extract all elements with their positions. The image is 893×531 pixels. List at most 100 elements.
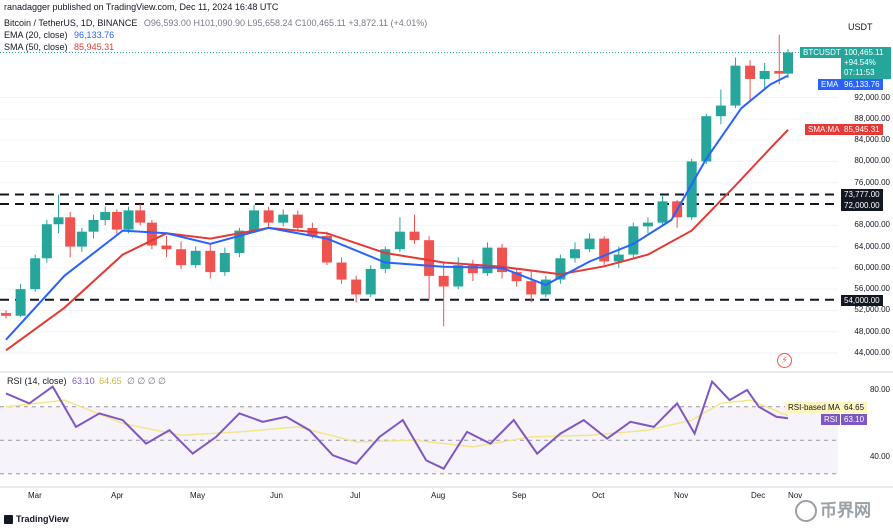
grid [0,97,838,354]
candle-body [438,275,449,287]
candle-body [15,289,26,316]
rsi-ma-line [5,399,789,448]
candle-body [453,265,464,287]
ema-tag-name: EMA [818,79,842,90]
rsi-tick-label: 40.00 [869,452,890,461]
candle-body [394,231,405,250]
sma-tag-value: 85,945.31 [841,124,883,135]
candle-body [219,252,230,273]
price-tick-label: 48,000.00 [854,326,890,336]
rsi-ma-legend-value: 64.65 [99,376,122,386]
candle-body [292,214,303,228]
rsi-tick-label: 80.00 [869,385,890,394]
candle-body [569,249,580,259]
sma-legend-label: SMA (50, close) [4,42,68,52]
price-tick-label: 68,000.00 [854,220,890,230]
last-price: 100,465.11 [844,48,884,57]
level-tag-72000: 72,000.00 [841,200,883,211]
candle-body [409,231,420,241]
candle-body [642,222,653,227]
candle-body [76,231,87,247]
price-tick-label: 88,000.00 [854,113,890,123]
price-symbol-tag: BTCUSDT [800,47,844,58]
candlesticks [1,34,793,327]
month-tick-label: Nov [674,491,689,500]
month-tick-label: Nov [788,491,803,500]
sma-legend[interactable]: SMA (50, close) 85,945.31 [4,42,114,52]
candle-body [100,211,111,220]
candle-body [584,238,595,250]
candle-body [774,70,785,74]
candle-body [730,65,741,106]
candle-body [336,262,347,280]
candle-body [249,210,260,231]
flash-event-icon[interactable]: ⚡ [777,353,792,368]
price-change-percent: +94.54% [844,58,876,67]
price-tick-label: 64,000.00 [854,241,890,251]
candle-body [599,238,610,262]
rsi-legend-value: 63.10 [72,376,95,386]
sma-50-line [5,129,789,352]
candle-body [321,235,332,263]
level-tag-73777: 73,777.00 [841,189,883,200]
candle-body [111,211,122,230]
ema-20-line [5,74,789,341]
candle-body [65,217,76,247]
ema-tag-value: 96,133.76 [841,79,883,90]
ema-legend[interactable]: EMA (20, close) 96,133.76 [4,30,114,40]
ema-legend-label: EMA (20, close) [4,30,68,40]
rsi-ma-tag-name: RSI-based MA [785,402,844,413]
symbol-title: Bitcoin / TetherUS, 1D, BINANCE O96,593.… [4,18,427,28]
candle-body [263,210,274,223]
brand-label: TradingView [16,514,69,524]
month-tick-label: May [190,491,206,500]
month-tick-label: Jul [350,491,361,500]
candle-body [351,279,362,295]
level-tag-54000: 54,000.00 [841,295,883,306]
candle-body [511,272,522,282]
candle-body [701,116,712,162]
month-tick-label: Mar [28,491,42,500]
price-tick-label: 56,000.00 [854,284,890,294]
price-tick-label: 84,000.00 [854,135,890,145]
bar-countdown: 07:11:53 [844,68,875,77]
rsi-legend[interactable]: RSI (14, close) 63.10 64.65 ∅ ∅ ∅ ∅ [7,376,166,387]
candle-body [613,254,624,262]
candle-body [146,222,157,246]
publisher-line: ranadagger published on TradingView.com,… [4,2,279,12]
candle-body [555,258,566,280]
candle-body [715,105,726,117]
candle-body [686,161,697,218]
tradingview-logo[interactable]: TradingView [4,514,69,525]
candle-body [783,52,793,74]
candle-body [53,217,64,225]
rsi-pane[interactable] [0,371,893,475]
ema-legend-value: 96,133.76 [74,30,115,40]
candle-body [205,250,216,273]
currency-label: USDT [848,22,873,32]
candle-body [190,250,201,266]
rsi-legend-label: RSI (14, close) [7,376,67,386]
candle-body [365,268,376,295]
price-tick-label: 80,000.00 [854,156,890,166]
rsi-line [5,379,789,470]
rsi-ma-tag-value: 64.65 [841,402,868,413]
candle-body [380,249,391,269]
candle-body [278,214,289,223]
price-tick-label: 92,000.00 [854,92,890,102]
candle-body [1,313,11,316]
candle-body [135,210,146,223]
last-price-tag[interactable]: 100,465.11 +94.54% 07:11:53 [841,47,891,79]
indicator-settings-icons[interactable]: ∅ ∅ ∅ ∅ [127,376,167,386]
candle-body [759,70,770,79]
month-tick-label: Oct [592,491,605,500]
horizontal-levels[interactable] [0,52,838,301]
watermark-text: 币界网 [820,501,871,521]
rsi-tag-value: 63.10 [841,414,868,425]
candle-body [123,210,134,230]
candle-body [176,249,187,266]
watermark-icon [795,500,817,522]
candle-body [540,279,551,295]
price-tick-label: 52,000.00 [854,305,890,315]
